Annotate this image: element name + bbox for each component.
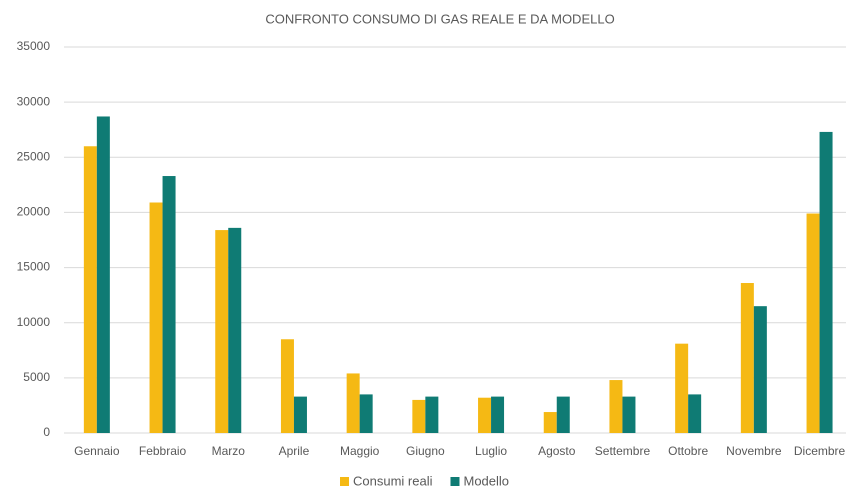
x-tick-label: Aprile	[279, 444, 310, 458]
bar	[819, 131, 833, 434]
x-tick-label: Settembre	[595, 444, 651, 458]
bar	[280, 339, 294, 433]
legend-swatch	[340, 477, 349, 486]
x-tick-label: Giugno	[406, 444, 445, 458]
x-tick-label: Dicembre	[794, 444, 846, 458]
y-tick-label: 5000	[23, 370, 50, 384]
bar	[346, 373, 360, 433]
legend-label: Modello	[463, 473, 509, 488]
bar	[622, 396, 636, 433]
bar	[96, 116, 110, 433]
x-tick-label: Ottobre	[668, 444, 708, 458]
x-tick-label: Luglio	[475, 444, 507, 458]
bar	[425, 396, 439, 433]
bar	[556, 396, 570, 433]
x-tick-label: Marzo	[212, 444, 246, 458]
bar	[753, 306, 767, 433]
legend-swatch	[450, 477, 460, 486]
y-tick-label: 30000	[17, 94, 51, 108]
bar	[162, 176, 176, 433]
bar	[609, 380, 623, 433]
bar	[215, 230, 229, 433]
y-tick-label: 0	[43, 425, 50, 439]
y-tick-label: 25000	[17, 149, 51, 163]
bar	[359, 394, 373, 433]
x-tick-label: Maggio	[340, 444, 380, 458]
y-tick-label: 35000	[17, 39, 51, 53]
bar	[675, 343, 689, 433]
x-tick-label: Novembre	[726, 444, 782, 458]
bar	[740, 283, 754, 433]
bar	[412, 399, 426, 433]
y-tick-label: 10000	[17, 315, 51, 329]
y-tick-label: 15000	[17, 260, 51, 274]
bar	[149, 202, 163, 433]
bar	[806, 213, 820, 433]
bar	[83, 146, 97, 433]
bar	[228, 227, 242, 433]
bar	[491, 396, 505, 433]
chart-title: CONFRONTO CONSUMO DI GAS REALE E DA MODE…	[265, 11, 614, 26]
legend-label: Consumi reali	[353, 473, 433, 488]
y-tick-label: 20000	[17, 205, 51, 219]
x-tick-label: Febbraio	[139, 444, 187, 458]
bar	[688, 394, 702, 433]
x-tick-label: Gennaio	[74, 444, 120, 458]
bar	[478, 397, 492, 433]
bar	[293, 396, 307, 433]
x-tick-label: Agosto	[538, 444, 576, 458]
bar	[543, 412, 557, 433]
